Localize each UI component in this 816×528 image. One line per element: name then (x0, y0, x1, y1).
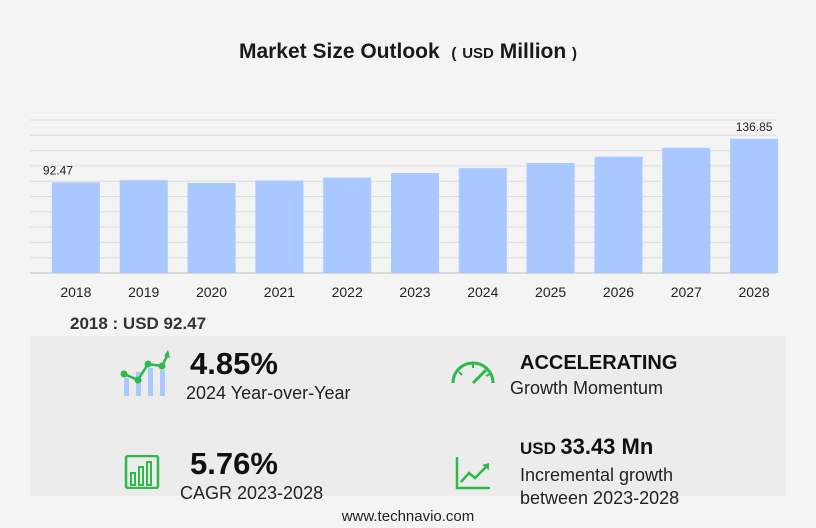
bar-trend-icon (120, 350, 170, 396)
bar (391, 173, 439, 273)
bar (187, 182, 236, 273)
momentum-value: ACCELERATING (520, 352, 678, 374)
incremental-value: USD 33.43 Mn (520, 434, 653, 460)
yoy-value: 4.85% (190, 346, 278, 381)
cagr-value: 5.76% (190, 446, 278, 481)
x-tick-label: 2027 (671, 284, 702, 300)
title-unit-word: Million (499, 40, 567, 63)
cagr-label: CAGR 2023-2028 (180, 483, 324, 503)
bar (594, 156, 643, 273)
x-tick-label: 2026 (603, 284, 634, 300)
x-tick-label: 2024 (467, 284, 498, 300)
bar (119, 180, 168, 273)
line-growth-icon (455, 457, 490, 490)
stats-panel (30, 336, 786, 496)
incremental-amount: 33.43 Mn (560, 434, 654, 459)
x-tick-label: 2025 (535, 284, 566, 300)
bar-chart-icon (124, 455, 160, 489)
incremental-currency: USD (520, 439, 556, 458)
base-year-label: 2018 : USD 92.47 (70, 314, 207, 333)
bar (323, 177, 372, 273)
incremental-label-1: Incremental growth (520, 465, 674, 485)
title-unit: USD (462, 45, 494, 62)
x-tick-label: 2023 (399, 284, 430, 300)
title-paren-open: ( (451, 45, 457, 62)
x-tick-label: 2028 (739, 284, 770, 300)
x-tick-label: 2022 (332, 284, 363, 300)
x-tick-label: 2018 (60, 284, 91, 300)
bar (526, 163, 575, 273)
title-paren-close: ) (572, 45, 578, 62)
x-tick-label: 2019 (128, 284, 159, 300)
footer-url: www.technavio.com (341, 508, 475, 525)
yoy-label: 2024 Year-over-Year (186, 383, 351, 403)
chart-title: Market Size Outlook ( USD Million ) (0, 40, 816, 64)
x-tick-label: 2020 (196, 284, 227, 300)
data-label: 92.47 (43, 163, 73, 177)
bar (51, 182, 100, 273)
data-label: 136.85 (736, 120, 773, 134)
bar (730, 138, 779, 273)
bar (662, 147, 711, 273)
speedometer-icon (451, 361, 495, 385)
x-tick-label: 2021 (264, 284, 295, 300)
bar-chart: 2018 92.47 2019 2020 2021 2022 2023 2024 2025 202… (30, 119, 779, 300)
bar (458, 168, 507, 273)
bar (255, 180, 304, 273)
title-main: Market Size Outlook (238, 40, 440, 63)
incremental-label-2: between 2023-2028 (520, 488, 680, 508)
momentum-label: Growth Momentum (510, 378, 664, 398)
